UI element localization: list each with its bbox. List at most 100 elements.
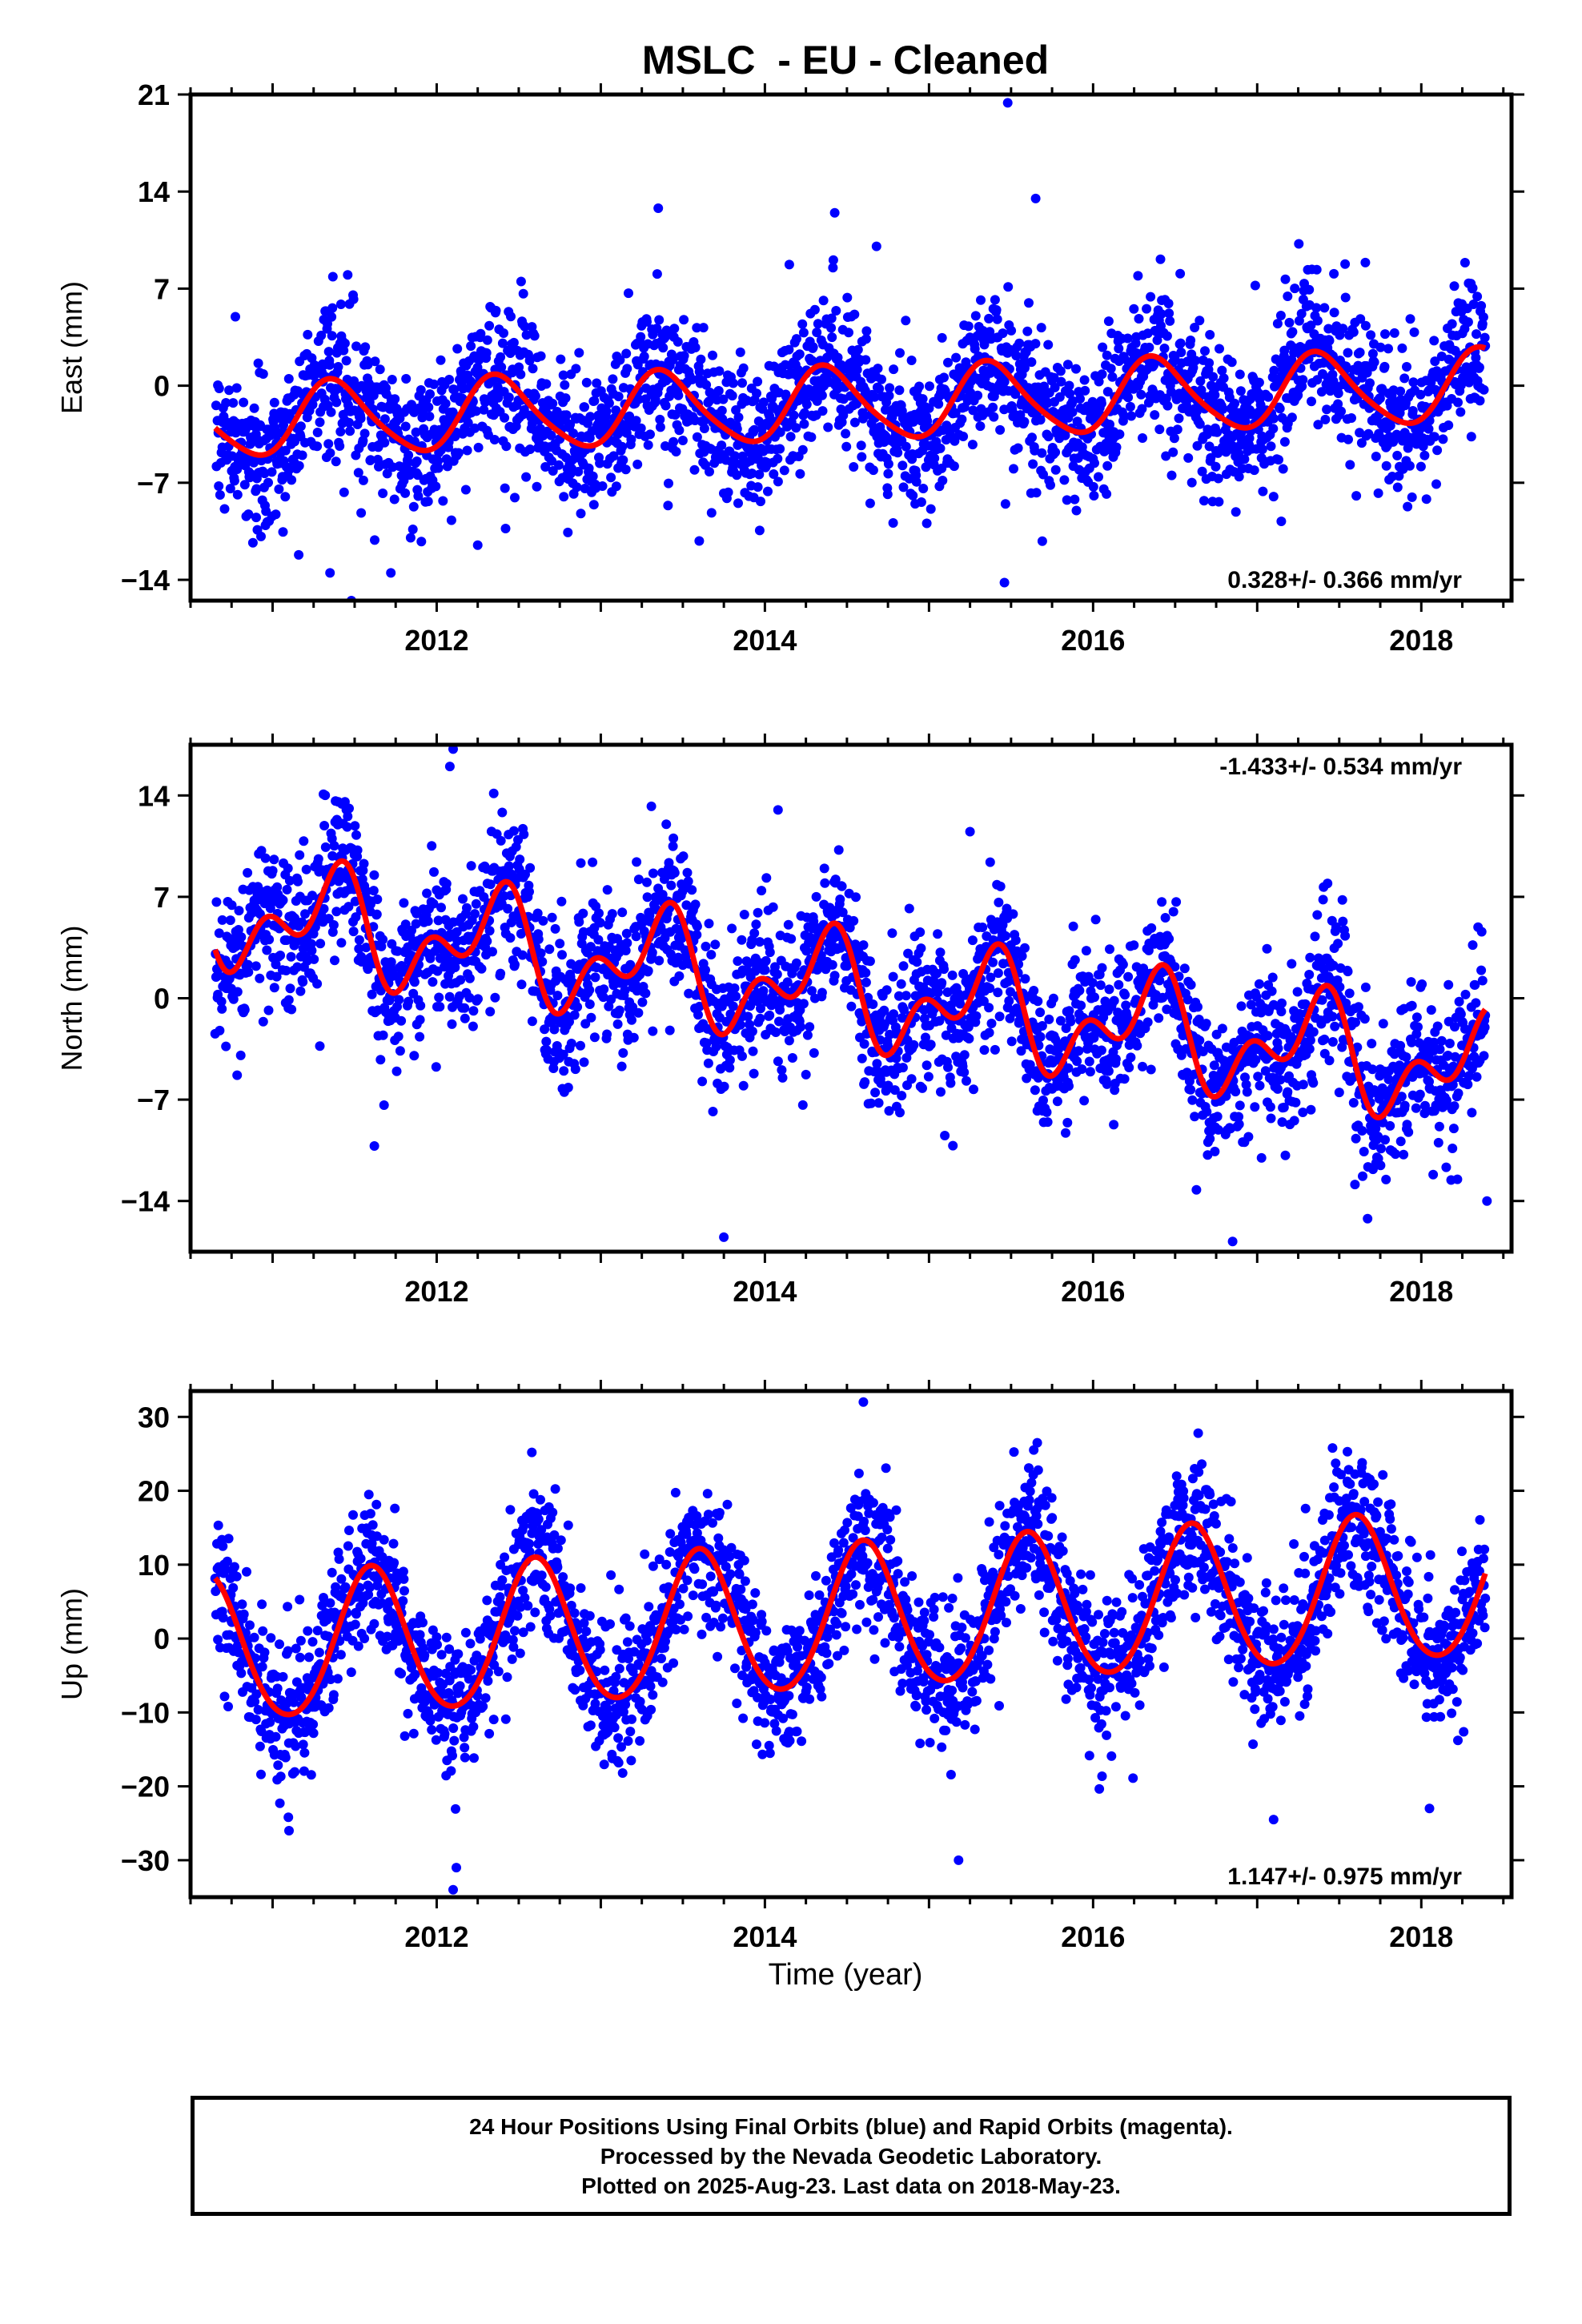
east-point bbox=[1397, 343, 1407, 353]
east-point bbox=[1375, 342, 1386, 352]
north-point bbox=[391, 1066, 402, 1076]
east-point bbox=[525, 444, 536, 454]
east-point bbox=[229, 476, 239, 486]
east-point bbox=[1038, 469, 1048, 480]
east-point bbox=[365, 455, 375, 465]
north-point bbox=[1110, 1054, 1121, 1064]
east-point bbox=[558, 370, 568, 380]
east-point bbox=[973, 390, 983, 400]
east-point bbox=[995, 424, 1006, 435]
north-point bbox=[306, 939, 316, 949]
north-point bbox=[935, 947, 946, 958]
north-point bbox=[386, 957, 396, 967]
north-point bbox=[693, 1010, 703, 1020]
east-point bbox=[1162, 400, 1173, 411]
east-point bbox=[275, 428, 284, 438]
east-point bbox=[1050, 382, 1060, 392]
north-point bbox=[1072, 1056, 1082, 1067]
north-point bbox=[519, 829, 529, 839]
north-point bbox=[393, 1031, 404, 1042]
north-point bbox=[394, 995, 404, 1005]
north-point bbox=[527, 1016, 537, 1027]
north-point bbox=[1085, 1067, 1095, 1077]
north-point bbox=[488, 788, 499, 798]
north-point bbox=[576, 858, 586, 868]
north-point bbox=[786, 934, 797, 944]
north-point bbox=[319, 903, 329, 914]
north-point bbox=[541, 1045, 552, 1055]
north-point bbox=[1030, 1085, 1040, 1096]
east-point bbox=[476, 328, 486, 339]
north-point bbox=[933, 929, 943, 939]
north-point bbox=[861, 967, 871, 978]
east-point bbox=[655, 414, 665, 424]
east-point bbox=[943, 357, 953, 368]
north-point bbox=[301, 864, 311, 875]
east-point bbox=[636, 332, 646, 342]
east-point bbox=[1447, 319, 1457, 329]
north-point bbox=[285, 983, 295, 994]
north-point bbox=[614, 1005, 624, 1015]
east-point bbox=[789, 410, 799, 420]
north-point bbox=[488, 947, 497, 957]
north-point bbox=[990, 1044, 1000, 1055]
east-point bbox=[769, 469, 779, 479]
east-point bbox=[1037, 448, 1047, 458]
east-point bbox=[491, 305, 501, 316]
north-point bbox=[985, 857, 995, 867]
east-point bbox=[775, 444, 785, 454]
east-point bbox=[732, 470, 742, 480]
east-point bbox=[894, 385, 905, 396]
north-point bbox=[708, 1107, 718, 1116]
north-point bbox=[1105, 944, 1114, 955]
east-point bbox=[1046, 480, 1055, 490]
east-point bbox=[992, 314, 1002, 324]
north-point bbox=[361, 887, 371, 896]
east-point bbox=[312, 441, 323, 452]
east-point bbox=[692, 432, 702, 442]
east-point bbox=[1383, 344, 1393, 354]
east-point bbox=[706, 508, 717, 518]
east-point bbox=[1323, 324, 1334, 334]
north-point bbox=[1070, 955, 1080, 965]
east-point bbox=[1366, 330, 1376, 340]
east-point bbox=[546, 430, 556, 440]
east-point bbox=[484, 320, 495, 331]
north-point bbox=[809, 1047, 819, 1058]
north-point bbox=[1077, 1064, 1087, 1074]
east-point bbox=[572, 482, 582, 493]
north-point bbox=[994, 1011, 1005, 1022]
east-point bbox=[1035, 415, 1046, 425]
east-point bbox=[547, 456, 557, 466]
east-point bbox=[1362, 368, 1372, 378]
east-point bbox=[589, 396, 600, 406]
east-point bbox=[331, 456, 341, 467]
east-point bbox=[808, 342, 818, 352]
north-point bbox=[765, 1010, 775, 1020]
north-point bbox=[348, 927, 359, 937]
north-point bbox=[315, 1041, 325, 1051]
north-point bbox=[533, 934, 544, 944]
east-point bbox=[1235, 369, 1245, 380]
east-point bbox=[471, 406, 481, 416]
east-point bbox=[798, 328, 809, 338]
east-point bbox=[1307, 396, 1316, 407]
east-point bbox=[1453, 397, 1463, 408]
north-point bbox=[356, 957, 367, 967]
east-point bbox=[921, 518, 932, 529]
north-point bbox=[466, 861, 476, 871]
east-point bbox=[916, 497, 926, 507]
east-point bbox=[732, 424, 742, 434]
north-point bbox=[773, 1056, 783, 1067]
east-point bbox=[372, 454, 383, 464]
east-point bbox=[225, 484, 235, 494]
north-point bbox=[865, 956, 875, 967]
east-point bbox=[1183, 452, 1194, 463]
north-point bbox=[395, 1046, 405, 1056]
east-point bbox=[1003, 282, 1014, 292]
north-point bbox=[1061, 1128, 1070, 1138]
north-point bbox=[1142, 1017, 1153, 1027]
north-point bbox=[888, 971, 898, 982]
east-point bbox=[874, 384, 885, 394]
east-point bbox=[976, 295, 986, 305]
